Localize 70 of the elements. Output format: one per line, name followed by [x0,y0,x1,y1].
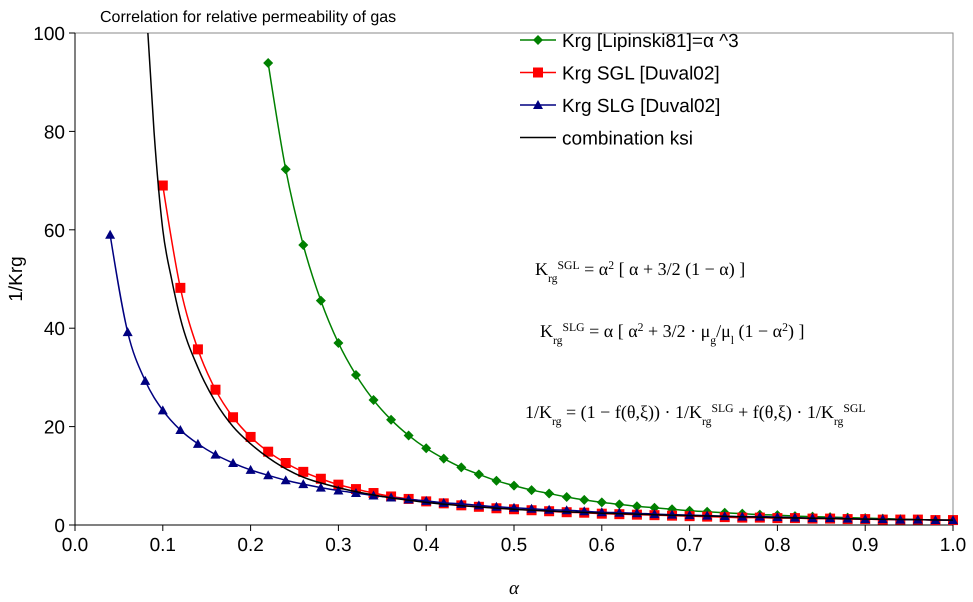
x-tick-label: 0.7 [676,535,703,556]
x-tick-label: 1.0 [940,535,966,556]
y-tick-label: 80 [44,122,65,144]
point [263,58,274,68]
x-tick-label: 0.1 [150,535,176,556]
point [246,432,256,442]
point [298,479,308,488]
legend-label: Krg SGL [Duval02] [562,64,720,84]
y-axis-title: 1/Krg [6,256,27,302]
point [298,240,308,250]
point [175,282,186,293]
x-tick-label: 0.2 [237,535,264,556]
point [263,470,274,480]
point [614,499,624,510]
y-tick-label: 100 [33,24,65,45]
point [526,485,537,496]
point [386,414,396,425]
point [421,443,432,454]
x-tick-label: 0.8 [764,535,791,556]
point [158,405,168,414]
point [228,412,238,422]
point [316,296,326,306]
point [140,376,150,385]
text: K$_{rg}$$^{SLG}$ = α [ α$^{2}$ + 3/2 · μ$_{g}$/μ$_{l}$ (1 − α$^{2}$) ] [540,320,804,346]
x-tick-label: 0.3 [325,535,352,556]
point [404,430,414,440]
point [544,488,554,499]
point [298,466,308,477]
point [456,462,466,472]
x-tick-label: 0.6 [588,535,616,556]
point [509,480,519,491]
point [333,338,344,348]
point [192,438,203,448]
point [228,458,238,468]
y-tick-label: 0 [54,516,65,537]
point [562,492,572,502]
y-tick-label: 20 [44,418,65,439]
point [105,230,116,239]
annotation: K$_{rg}$$^{SGL}$ = α$^{2}$ [ α + 3/2 (1 − α) ] [535,258,746,284]
x-tick-label: 0.9 [852,535,878,556]
point [368,395,379,406]
point [210,450,220,459]
point [122,327,133,336]
x-tick-label: 0.5 [500,535,528,556]
point [474,469,484,480]
point [491,476,502,486]
point [175,425,186,434]
chart-title: Correlation for relative permeability of gas [100,9,396,26]
point [246,464,256,474]
point [438,454,449,464]
x-tick-label: 0.4 [412,535,440,556]
x-axis-title: α [509,578,520,599]
point [333,486,344,495]
point [280,164,291,174]
point [210,384,220,395]
y-tick-label: 60 [44,220,65,242]
point [192,344,203,354]
legend-label: Krg [Lipinski81]=α ^3 [562,31,739,52]
point [596,497,607,508]
point [632,501,642,512]
point [280,475,291,484]
point [579,494,590,505]
point [350,370,361,380]
point [280,458,291,468]
legend-label: combination ksi [562,128,693,150]
y-tick-label: 40 [44,319,65,340]
legend-label: Krg SLG [Duval02] [562,96,720,117]
point [263,446,274,457]
x-tick-label: 0.0 [62,535,88,556]
point [316,482,326,492]
